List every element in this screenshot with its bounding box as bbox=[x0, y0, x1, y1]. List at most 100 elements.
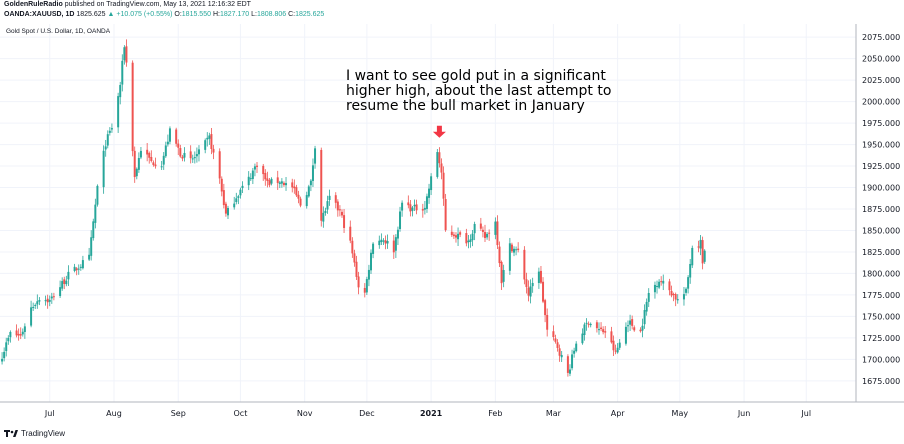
candle-body bbox=[554, 338, 557, 342]
candle-body bbox=[195, 154, 198, 157]
y-tick-label: 1925.000 bbox=[862, 162, 900, 171]
candle-body bbox=[249, 178, 252, 180]
candle-body bbox=[106, 134, 109, 146]
candle-body bbox=[19, 334, 22, 336]
candle-body bbox=[108, 130, 111, 133]
candle-body bbox=[239, 189, 242, 196]
candle-series bbox=[1, 39, 706, 377]
tradingview-logo-icon[interactable] bbox=[4, 429, 18, 438]
candle-body bbox=[604, 331, 607, 333]
candle-body bbox=[575, 343, 578, 352]
candle-body bbox=[465, 233, 468, 244]
y-tick-label: 1750.000 bbox=[862, 312, 900, 321]
candle-body bbox=[79, 266, 82, 268]
y-tick-label: 1900.000 bbox=[862, 184, 900, 193]
open-value: 1815.550 bbox=[181, 11, 211, 18]
candle-body bbox=[556, 342, 559, 348]
x-tick-label: Jul bbox=[800, 409, 811, 418]
candle-body bbox=[444, 199, 447, 231]
candle-body bbox=[436, 152, 439, 177]
candle-body bbox=[92, 221, 95, 239]
candle-body bbox=[384, 240, 387, 244]
candle-body bbox=[394, 237, 397, 251]
candle-body bbox=[291, 182, 294, 188]
candle-body bbox=[233, 203, 236, 208]
price-change: ▲ +10.075 (+0.55%) bbox=[107, 11, 173, 18]
candle-body bbox=[537, 271, 540, 284]
candle-body bbox=[48, 299, 51, 302]
author-name[interactable]: GoldenRuleRadio bbox=[4, 1, 63, 8]
candle-body bbox=[164, 145, 167, 157]
candle-body bbox=[65, 280, 68, 285]
candle-body bbox=[322, 212, 325, 222]
x-tick-label: Sep bbox=[171, 409, 186, 418]
candle-body bbox=[689, 263, 692, 278]
candle-body bbox=[413, 204, 416, 207]
candle-body bbox=[355, 261, 358, 277]
chart-axes bbox=[0, 24, 904, 403]
candle-body bbox=[367, 269, 370, 280]
close-label: C: bbox=[288, 11, 296, 18]
candle-body bbox=[309, 180, 312, 186]
x-tick-label: Nov bbox=[297, 409, 313, 418]
candle-body bbox=[691, 247, 694, 266]
candle-body bbox=[546, 314, 549, 330]
y-tick-label: 1975.000 bbox=[862, 119, 900, 128]
annotation-line-1: I want to see gold put in a significant bbox=[346, 68, 606, 84]
y-tick-label: 1850.000 bbox=[862, 226, 900, 235]
price-chart[interactable]: 2075.000 2050.000 2025.000 2000.000 1975.000… bbox=[0, 0, 904, 430]
candle-body bbox=[676, 299, 679, 301]
candle-body bbox=[430, 176, 433, 191]
candle-body bbox=[411, 207, 414, 211]
candle-body bbox=[703, 250, 706, 262]
candle-body bbox=[162, 155, 165, 165]
candle-body bbox=[618, 342, 621, 348]
chart-title: Gold Spot / U.S. Dollar, 1D, OANDA bbox=[6, 28, 111, 35]
candle-body bbox=[90, 237, 93, 256]
candle-body bbox=[338, 209, 341, 211]
candle-body bbox=[349, 226, 352, 241]
candle-body bbox=[571, 354, 574, 369]
candle-body bbox=[380, 239, 383, 243]
down-arrow-icon bbox=[432, 125, 446, 138]
candle-body bbox=[357, 276, 360, 288]
candle-body bbox=[597, 329, 600, 331]
candle-body bbox=[73, 266, 76, 271]
candle-body bbox=[206, 137, 209, 140]
chart-grid bbox=[0, 24, 856, 402]
y-tick-label: 1775.000 bbox=[862, 291, 900, 300]
annotation[interactable]: I want to see gold put in a significant … bbox=[346, 68, 611, 138]
candle-body bbox=[415, 204, 418, 211]
candle-body bbox=[67, 271, 70, 280]
candle-body bbox=[23, 326, 26, 332]
candle-body bbox=[46, 298, 49, 303]
candle-body bbox=[241, 185, 244, 189]
candle-body bbox=[531, 282, 534, 287]
candle-body bbox=[647, 292, 650, 302]
candle-body bbox=[486, 233, 489, 238]
annotation-line-2: higher high, about the last attempt to bbox=[346, 83, 611, 99]
candle-body bbox=[627, 325, 630, 327]
footer-brand[interactable]: TradingView bbox=[21, 429, 66, 438]
candle-body bbox=[224, 203, 227, 214]
candle-body bbox=[363, 287, 366, 293]
close-value: 1825.625 bbox=[295, 11, 325, 18]
candle-body bbox=[370, 252, 373, 271]
candle-body bbox=[326, 201, 329, 210]
candle-body bbox=[558, 348, 561, 356]
candle-body bbox=[428, 188, 431, 198]
candle-body bbox=[552, 331, 555, 338]
candle-body bbox=[488, 232, 491, 234]
x-axis-ticks[interactable]: Jul Aug Sep Oct Nov Dec 2021 Feb Mar Apr May Jun Jul bbox=[44, 409, 811, 418]
candle-body bbox=[305, 195, 308, 207]
candle-body bbox=[616, 347, 619, 353]
candle-body bbox=[340, 211, 343, 216]
candle-body bbox=[266, 178, 269, 181]
candle-body bbox=[500, 261, 503, 284]
candle-body bbox=[481, 229, 484, 232]
candle-body bbox=[670, 290, 673, 296]
candle-body bbox=[641, 325, 644, 331]
candle-body bbox=[154, 164, 157, 167]
candle-body bbox=[656, 285, 659, 287]
y-axis-ticks[interactable]: 2075.000 2050.000 2025.000 2000.000 1975.000… bbox=[862, 33, 900, 386]
